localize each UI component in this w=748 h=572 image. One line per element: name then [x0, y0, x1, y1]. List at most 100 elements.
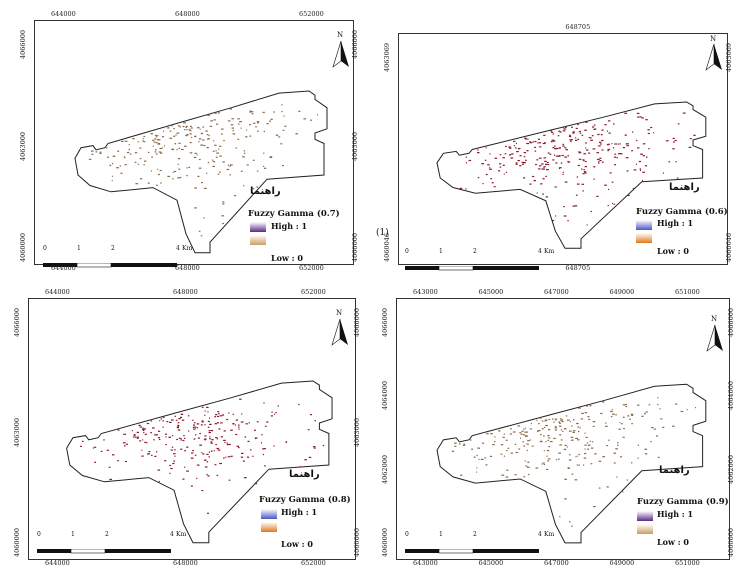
legend-high-swatch	[250, 222, 266, 232]
bottom-tick-label: 645000	[478, 559, 504, 567]
study-area-map	[436, 101, 707, 249]
top-tick-label: 645000	[478, 288, 504, 296]
left-tick-label: 4066000	[18, 30, 27, 59]
bottom-tick-label: 649000	[609, 559, 635, 567]
bottom-tick-label: 652000	[299, 264, 324, 272]
scale-bar-label: 1	[439, 248, 443, 255]
legend-low-swatch	[637, 524, 653, 534]
north-label: N	[711, 315, 718, 323]
bottom-tick-label: 644000	[45, 559, 70, 567]
top-tick-label: 648000	[173, 288, 198, 296]
right-tick-label: 4064000	[726, 381, 735, 411]
left-tick-label: 4064000	[380, 381, 389, 411]
right-tick-label: 4063000	[350, 131, 359, 161]
scale-bar-label: 1	[77, 245, 81, 252]
fuzzy-cells	[451, 397, 697, 527]
fuzzy-cells	[80, 398, 325, 514]
scale-bar	[37, 539, 172, 554]
scale-bar-label: 4	[170, 531, 174, 538]
scale-bar-label: 0	[37, 531, 41, 538]
legend-low-label: Low : 0	[657, 537, 689, 547]
top-tick-label: 648000	[175, 10, 200, 18]
legend-low-swatch	[261, 522, 277, 532]
top-tick-label: 649000	[609, 288, 635, 296]
north-arrow-icon	[704, 42, 724, 72]
legend-high-label: High : 1	[657, 218, 694, 228]
right-tick-label: 4066000	[350, 30, 359, 59]
bottom-tick-label: 644000	[51, 264, 76, 272]
scale-bar-label: Km	[544, 531, 555, 538]
scale-bar-label: 2	[473, 248, 477, 255]
north-arrow-icon	[331, 39, 351, 69]
scale-bar-label: 1	[71, 531, 75, 538]
top-tick-label: 652000	[301, 288, 326, 296]
top-tick-label: 647000	[544, 288, 569, 296]
left-tick-label: 4060000	[12, 528, 21, 557]
study-area-boundary	[436, 383, 707, 544]
bottom-tick-label: 647000	[544, 559, 569, 567]
scale-bar-label: Km	[182, 245, 193, 252]
north-label: N	[336, 309, 343, 317]
scale-bar	[405, 539, 540, 554]
right-tick-label: 4060000	[726, 528, 735, 557]
top-tick-label: 644000	[45, 288, 70, 296]
study-area-boundary	[66, 380, 333, 544]
right-tick-label: 4060000	[352, 528, 361, 557]
legend-persian-label: راهنما	[669, 182, 700, 193]
legend-high-label: High : 1	[271, 221, 308, 231]
left-tick-label: 4063069	[382, 43, 391, 72]
figure-label: (1)	[376, 228, 389, 238]
bottom-tick-label: 648000	[173, 559, 198, 567]
scale-bar-label: 0	[43, 245, 47, 252]
bottom-tick-label: 648705	[565, 264, 591, 272]
map-panel-gamma-07: راهنما Fuzzy Gamma (0.7) High : 1 Low : …	[19, 11, 359, 272]
scale-bar-label: 1	[439, 531, 443, 538]
right-tick-label: 4060046	[724, 233, 733, 262]
legend-low-swatch	[250, 235, 266, 245]
study-area-boundary	[436, 101, 707, 249]
bottom-tick-label: 652000	[301, 559, 326, 567]
top-tick-label: 651000	[675, 288, 700, 296]
right-tick-label: 4066000	[726, 308, 735, 337]
bottom-tick-label: 643000	[413, 559, 438, 567]
study-area-map	[436, 383, 707, 544]
legend-persian-label: راهنما	[289, 469, 320, 480]
legend-low-label: Low : 0	[271, 253, 303, 263]
study-area-map	[66, 380, 333, 544]
scale-bar-label: 4	[176, 245, 180, 252]
left-tick-label: 4066000	[12, 308, 21, 337]
legend-persian-label: راهنما	[659, 465, 690, 476]
legend-title: Fuzzy Gamma (0.8)	[259, 495, 351, 505]
scale-bar-label: 2	[111, 245, 115, 252]
map-panel-gamma-08: راهنما Fuzzy Gamma (0.8) High : 1 Low : …	[13, 289, 361, 567]
north-label: N	[710, 35, 717, 43]
scale-bar-label: 0	[405, 531, 409, 538]
scale-bar	[43, 253, 178, 268]
north-arrow-icon	[330, 317, 350, 347]
scale-bar-label: 2	[105, 531, 109, 538]
top-tick-label: 644000	[51, 10, 76, 18]
scale-bar	[405, 256, 540, 271]
legend-low-label: Low : 0	[281, 539, 313, 549]
legend-title: Fuzzy Gamma (0.9)	[637, 497, 729, 507]
left-tick-label: 4062000	[380, 454, 389, 484]
map-panel-gamma-09: راهنما Fuzzy Gamma (0.9) High : 1 Low : …	[381, 289, 735, 567]
top-tick-label: 643000	[413, 288, 438, 296]
scale-bar-label: 2	[473, 531, 477, 538]
scale-bar-label: 4	[538, 531, 542, 538]
legend-persian-label: راهنما	[250, 186, 281, 197]
left-tick-label: 4060000	[18, 233, 27, 262]
right-tick-label: 4063069	[724, 43, 733, 72]
scale-bar-label: 4	[538, 248, 542, 255]
legend-low-label: Low : 0	[657, 246, 689, 256]
north-arrow-icon	[705, 323, 725, 353]
scale-bar-label: 0	[405, 248, 409, 255]
left-tick-label: 4066000	[380, 308, 389, 337]
right-tick-label: 4062000	[726, 454, 735, 484]
right-tick-label: 4063000	[352, 418, 361, 447]
scale-bar-label: Km	[544, 248, 555, 255]
right-tick-label: 4066000	[352, 308, 361, 337]
legend-title: Fuzzy Gamma (0.6)	[636, 207, 728, 217]
right-tick-label: 4060000	[350, 233, 359, 262]
fuzzy-cells	[88, 104, 318, 237]
